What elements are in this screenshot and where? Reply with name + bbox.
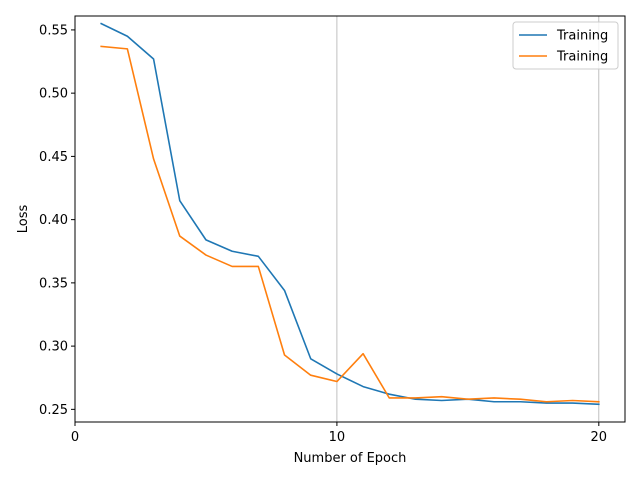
y-tick-label: 0.40 [39,213,68,228]
y-tick-label: 0.50 [39,87,68,102]
y-tick-label: 0.35 [39,276,68,291]
x-tick-label: 10 [329,430,346,445]
x-axis-label: Number of Epoch [294,451,407,466]
y-tick-label: 0.55 [39,23,68,38]
legend-label-1: Training [556,29,608,44]
y-tick-label: 0.25 [39,403,68,418]
series-line-2 [100,45,600,403]
plot-frame [74,15,626,423]
x-tick-label: 20 [591,430,608,445]
y-tick-label: 0.45 [39,150,68,165]
y-axis-ticks: 0.25 0.30 0.35 0.40 0.45 0.50 0.55 [39,23,75,418]
series-line-1 [100,22,600,406]
x-tick-label: 0 [71,430,79,445]
series-lines [100,22,600,406]
grid-lines [336,16,600,422]
legend: Training Training [512,21,619,70]
legend-label-2: Training [556,50,608,65]
y-axis-label: Loss [16,205,31,234]
legend-box [512,21,619,70]
y-tick-label: 0.30 [39,340,68,355]
x-axis-ticks: 0 10 20 [71,422,607,445]
